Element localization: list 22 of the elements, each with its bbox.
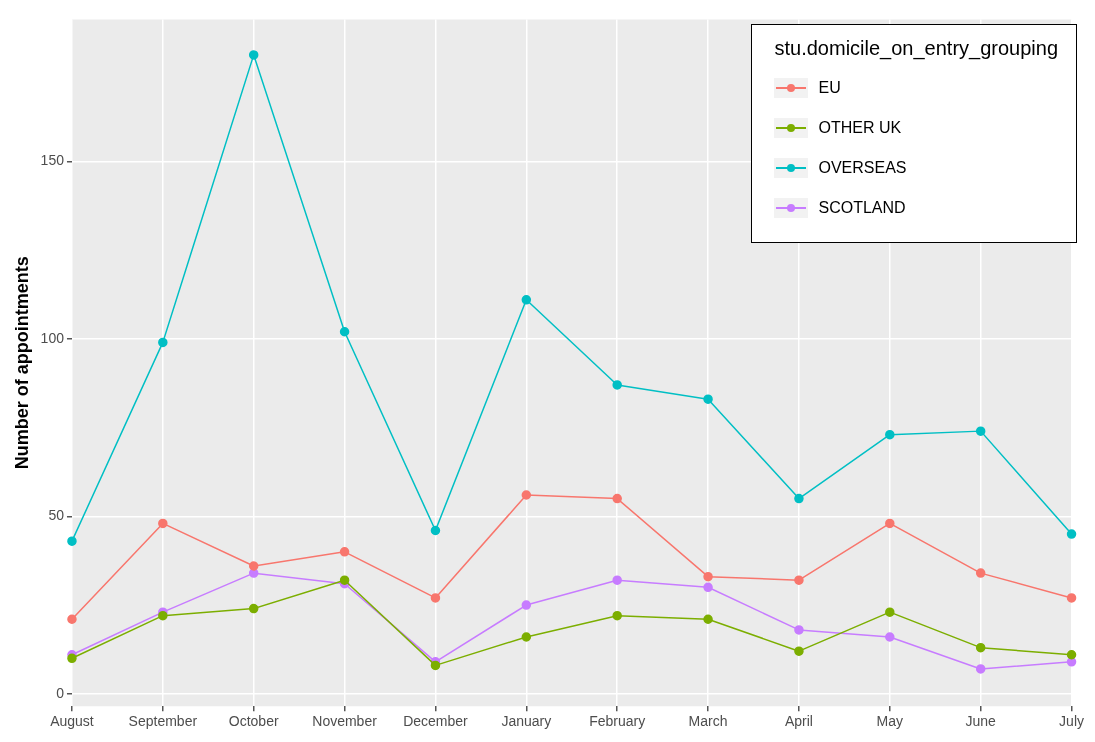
x-tick-label: May [876,713,904,730]
x-tick-label: July [1059,713,1084,730]
legend-label: EU [818,79,841,97]
x-tick-label: November [312,713,378,730]
y-tick-label: 150 [40,152,65,169]
y-axis-title: Number of appointments [11,256,32,470]
x-tick-label: October [228,713,279,730]
legend-label: OTHER UK [818,119,902,137]
x-tick-label: January [501,713,552,730]
x-tick-label: April [784,713,813,730]
x-tick-label: December [403,713,469,730]
x-tick-label: August [50,713,94,730]
y-tick-label: 50 [48,507,65,524]
legend-title: stu.domicile_on_entry_grouping [774,37,1058,60]
y-tick-label: 100 [40,329,65,346]
y-tick-label: 0 [56,684,65,701]
legend-label: SCOTLAND [818,199,906,217]
x-tick-label: February [589,713,646,730]
legend-label: OVERSEAS [818,159,907,177]
x-tick-label: June [965,713,997,730]
x-tick-label: March [688,713,728,730]
x-tick-label: September [128,713,198,730]
